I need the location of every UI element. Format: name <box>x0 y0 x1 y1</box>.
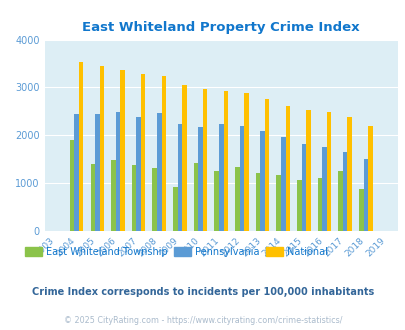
Bar <box>223 91 228 231</box>
Bar <box>280 137 285 231</box>
Bar <box>326 112 330 231</box>
Bar <box>141 74 145 231</box>
Bar <box>276 176 280 231</box>
Bar <box>90 164 95 231</box>
Bar <box>234 167 239 231</box>
Title: East Whiteland Property Crime Index: East Whiteland Property Crime Index <box>82 21 359 34</box>
Bar <box>255 173 260 231</box>
Bar <box>115 112 120 231</box>
Bar <box>367 126 372 231</box>
Bar <box>317 178 322 231</box>
Text: Crime Index corresponds to incidents per 100,000 inhabitants: Crime Index corresponds to incidents per… <box>32 287 373 297</box>
Bar <box>136 116 141 231</box>
Bar <box>99 66 104 231</box>
Bar <box>347 117 351 231</box>
Bar <box>260 131 264 231</box>
Legend: East Whiteland Township, Pennsylvania, National: East Whiteland Township, Pennsylvania, N… <box>21 243 331 261</box>
Bar <box>193 163 198 231</box>
Bar <box>161 77 166 231</box>
Bar <box>74 114 79 231</box>
Bar <box>363 159 367 231</box>
Bar <box>198 127 202 231</box>
Bar <box>173 187 177 231</box>
Bar <box>202 89 207 231</box>
Bar <box>214 171 218 231</box>
Bar <box>337 171 342 231</box>
Bar <box>301 145 305 231</box>
Bar <box>132 165 136 231</box>
Bar <box>342 152 347 231</box>
Bar <box>358 189 363 231</box>
Bar <box>120 70 124 231</box>
Bar <box>157 113 161 231</box>
Bar <box>305 111 310 231</box>
Bar <box>177 124 182 231</box>
Bar <box>152 168 157 231</box>
Bar <box>239 126 243 231</box>
Bar <box>95 114 99 231</box>
Bar <box>111 160 115 231</box>
Bar <box>322 147 326 231</box>
Bar <box>264 99 269 231</box>
Bar <box>218 124 223 231</box>
Bar <box>243 93 248 231</box>
Bar <box>70 140 74 231</box>
Text: © 2025 CityRating.com - https://www.cityrating.com/crime-statistics/: © 2025 CityRating.com - https://www.city… <box>64 315 341 325</box>
Bar <box>285 106 289 231</box>
Bar <box>182 84 186 231</box>
Bar <box>79 62 83 231</box>
Bar <box>296 180 301 231</box>
